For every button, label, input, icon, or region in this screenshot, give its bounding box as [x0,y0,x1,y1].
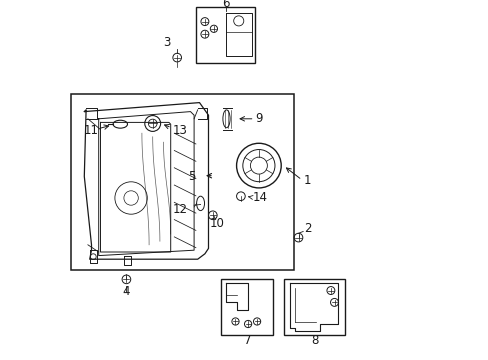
Text: 10: 10 [210,217,224,230]
Text: 2: 2 [303,222,311,235]
Text: 9: 9 [255,112,262,125]
Text: 11: 11 [83,124,99,137]
Text: 5: 5 [188,170,196,183]
Text: 12: 12 [172,203,187,216]
Bar [71,94,294,270]
Text: 6: 6 [222,0,229,10]
Text: 1: 1 [303,174,311,186]
Bar [284,279,345,335]
Bar [196,7,255,63]
Text: 3: 3 [163,36,170,49]
Text: 8: 8 [310,334,318,347]
Text: 14: 14 [252,191,267,204]
Text: 13: 13 [172,124,187,137]
Text: 7: 7 [243,334,251,347]
Text: 4: 4 [122,285,130,298]
Bar [221,279,273,335]
